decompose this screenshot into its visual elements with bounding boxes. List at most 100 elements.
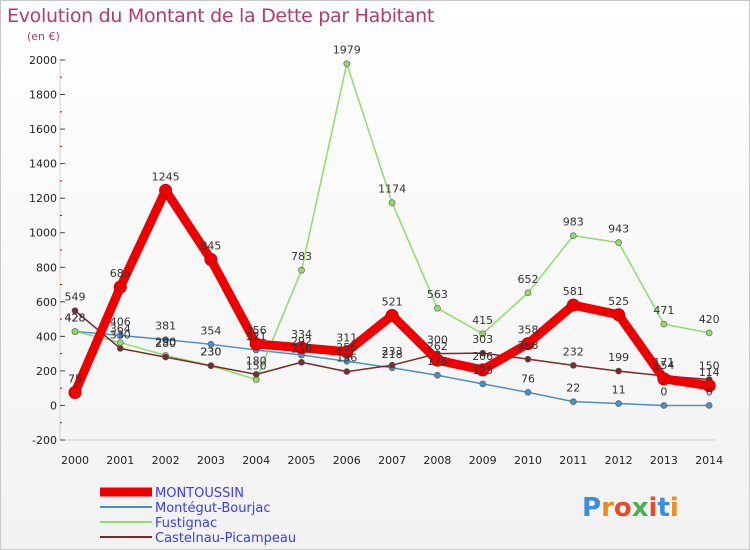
chart-title: Evolution du Montant de la Dette par Hab… xyxy=(7,5,435,27)
data-label: 525 xyxy=(608,295,629,308)
legend-label: MONTOUSSIN xyxy=(155,486,244,501)
data-point xyxy=(702,379,716,393)
data-label: 171 xyxy=(653,356,674,369)
data-point xyxy=(479,380,487,388)
data-label: 268 xyxy=(518,339,539,352)
data-label: 114 xyxy=(699,366,720,379)
x-tick-label: 2000 xyxy=(61,454,89,467)
data-label: 250 xyxy=(291,342,312,355)
data-label: 330 xyxy=(110,328,131,341)
data-label: 175 xyxy=(427,355,448,368)
data-point xyxy=(479,330,487,338)
data-label: 1245 xyxy=(152,170,180,183)
data-label: 1174 xyxy=(378,183,406,196)
data-point xyxy=(252,371,260,378)
data-point xyxy=(524,355,532,363)
data-label: 471 xyxy=(653,304,674,317)
data-label: 354 xyxy=(200,324,221,337)
x-tick-label: 2010 xyxy=(514,454,542,467)
data-label: 199 xyxy=(608,351,629,364)
data-label: 75 xyxy=(68,373,82,386)
data-point xyxy=(705,402,713,409)
data-point xyxy=(204,253,218,266)
data-label: 280 xyxy=(155,337,176,350)
data-label: 845 xyxy=(200,240,221,253)
data-point xyxy=(117,345,124,352)
data-label: 218 xyxy=(382,348,403,361)
y-tick-label: 1600 xyxy=(29,123,57,136)
data-point xyxy=(479,349,487,357)
legend-label: Montégut-Bourjac xyxy=(155,501,271,516)
data-point xyxy=(524,289,532,297)
data-point xyxy=(68,386,82,399)
data-label: 233 xyxy=(382,345,403,358)
data-point xyxy=(295,341,308,355)
data-point xyxy=(207,362,215,370)
data-point xyxy=(615,367,622,375)
x-tick-label: 2012 xyxy=(605,454,633,467)
y-tick-label: -200 xyxy=(32,434,57,447)
data-label: 256 xyxy=(336,341,357,354)
y-tick-label: 1200 xyxy=(29,192,57,205)
legend-label: Castelnau-Picampeau xyxy=(155,531,296,546)
x-tick-label: 2004 xyxy=(242,454,270,467)
data-label: 783 xyxy=(291,250,312,263)
y-tick-label: 1800 xyxy=(29,89,57,102)
data-point xyxy=(388,361,396,369)
x-tick-label: 2006 xyxy=(333,454,361,467)
data-label: 652 xyxy=(518,273,539,286)
y-tick-label: 0 xyxy=(50,399,57,412)
data-label: 150 xyxy=(246,360,267,373)
data-label: 521 xyxy=(382,295,403,308)
data-label: 0 xyxy=(706,385,713,398)
x-tick-label: 2008 xyxy=(423,454,451,467)
data-point xyxy=(569,232,577,239)
x-tick-label: 2001 xyxy=(106,454,134,467)
data-point xyxy=(657,372,671,386)
x-tick-label: 2002 xyxy=(152,454,180,467)
data-point xyxy=(612,308,626,322)
data-label: 180 xyxy=(246,354,267,367)
x-tick-label: 2013 xyxy=(650,454,678,467)
proxiti-logo: Proxiti xyxy=(582,493,679,523)
data-point xyxy=(660,402,668,409)
y-tick-label: 400 xyxy=(36,330,57,343)
data-label: 943 xyxy=(608,223,629,236)
data-point xyxy=(340,345,354,359)
x-tick-label: 2007 xyxy=(378,454,406,467)
data-point xyxy=(388,199,396,206)
data-point xyxy=(159,183,173,197)
data-label: 303 xyxy=(472,333,493,346)
data-point xyxy=(476,363,490,377)
y-tick-label: 200 xyxy=(36,365,57,378)
data-label: 321 xyxy=(246,330,267,343)
x-tick-label: 2009 xyxy=(469,454,497,467)
data-point xyxy=(569,362,577,369)
data-label: 11 xyxy=(612,384,626,397)
data-label: 428 xyxy=(65,312,86,325)
data-label: 230 xyxy=(200,346,221,359)
data-point xyxy=(207,341,215,348)
y-tick-label: 1400 xyxy=(29,158,57,171)
data-point xyxy=(117,332,124,339)
data-label: 581 xyxy=(563,285,584,298)
data-label: 300 xyxy=(427,334,448,347)
data-point xyxy=(434,304,441,312)
data-point xyxy=(615,239,622,246)
y-tick-label: 2000 xyxy=(29,54,57,67)
data-point xyxy=(343,60,351,67)
data-label: 549 xyxy=(65,291,86,304)
data-point xyxy=(615,400,622,407)
data-label: 420 xyxy=(699,313,720,326)
data-label: 415 xyxy=(472,314,493,327)
x-tick-label: 2014 xyxy=(695,454,723,467)
data-label: 381 xyxy=(155,320,176,333)
data-label: 685 xyxy=(110,267,131,280)
data-point xyxy=(162,336,169,343)
data-label: 563 xyxy=(427,288,448,301)
data-point xyxy=(566,298,580,312)
y-tick-label: 600 xyxy=(36,296,57,309)
data-point xyxy=(113,280,127,294)
data-point xyxy=(569,398,577,405)
